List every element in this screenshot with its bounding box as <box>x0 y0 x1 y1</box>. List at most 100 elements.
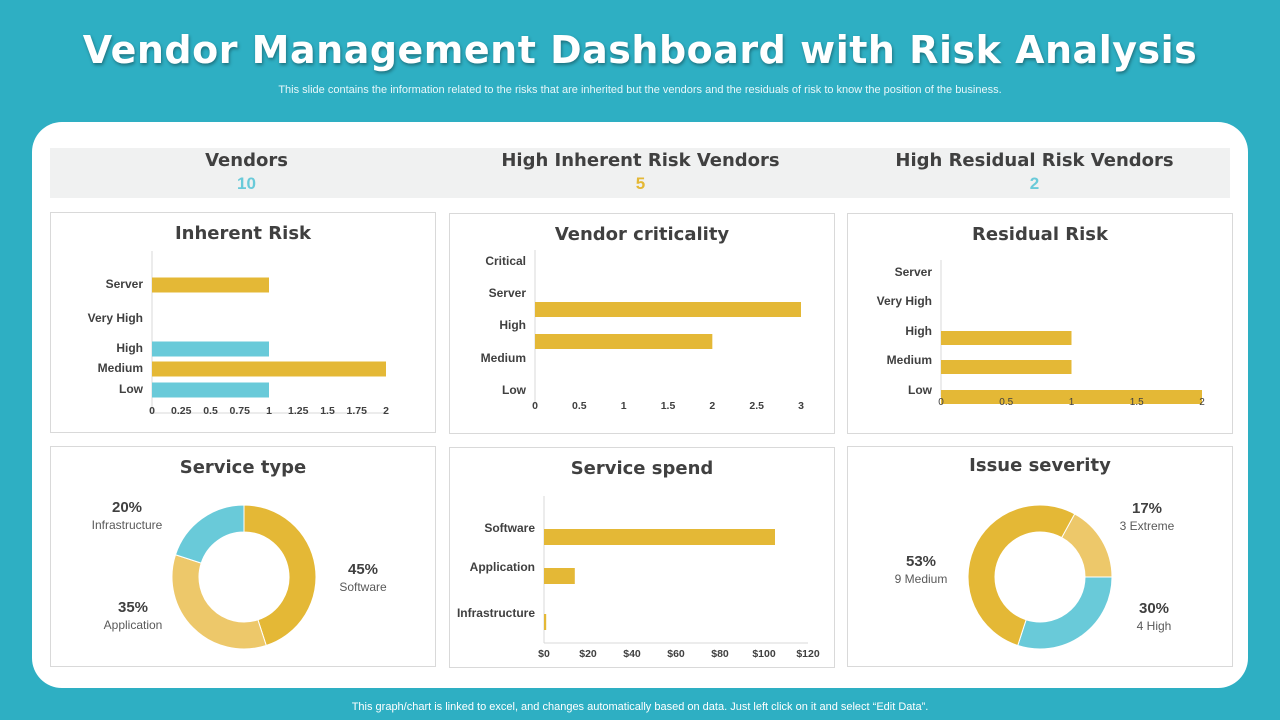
tick-label: 3 <box>798 400 804 412</box>
category-label: Medium <box>98 361 143 375</box>
slice-label: 9 Medium <box>895 572 948 586</box>
category-label: Medium <box>887 353 932 367</box>
kpi-high-inherent: High Inherent Risk Vendors 5 <box>444 150 837 194</box>
tick-label: 1.5 <box>320 405 335 417</box>
kpi-label: Vendors <box>205 150 288 171</box>
tick-label: 0.75 <box>230 405 251 417</box>
slice-percent: 35% <box>118 599 148 616</box>
donut-slice <box>171 554 267 650</box>
slice-label: Infrastructure <box>92 518 163 532</box>
slice-label: Software <box>339 580 387 594</box>
kpi-value: 5 <box>635 174 646 193</box>
tick-label: 0.5 <box>572 400 587 412</box>
tick-label: 0.5 <box>203 405 218 417</box>
category-label: Application <box>470 560 535 574</box>
category-label: Software <box>484 521 535 535</box>
category-label: Low <box>502 383 527 397</box>
bar <box>941 390 1202 404</box>
tick-label: 1 <box>621 400 627 412</box>
tick-label: 1 <box>1069 397 1075 408</box>
donut-slice <box>967 504 1076 647</box>
slice-percent: 20% <box>112 499 142 516</box>
service-spend-chart[interactable]: Service spend Software Application Infrastr… <box>449 447 835 668</box>
inherent-risk-chart[interactable]: Inherent Risk Server Very High High Medium Lo… <box>50 212 436 433</box>
chart-title: Vendor criticality <box>554 224 730 245</box>
kpi-strip <box>50 148 1230 198</box>
kpi-value: 2 <box>1029 174 1040 193</box>
tick-label: $60 <box>667 648 685 660</box>
service-type-chart[interactable]: Service type 45% Software 35% Application 20%… <box>50 446 436 667</box>
footer-note: This graph/chart is linked to excel, and… <box>351 701 929 713</box>
bar <box>535 334 713 349</box>
category-label: Low <box>119 382 144 396</box>
tick-label: 0 <box>938 397 944 408</box>
kpi-high-residual: High Residual Risk Vendors 2 <box>838 150 1231 194</box>
bar <box>152 382 269 398</box>
tick-label: 0.25 <box>171 405 192 417</box>
tick-label: 0.5 <box>999 397 1013 408</box>
tick-label: 2 <box>709 400 715 412</box>
bar <box>152 361 386 377</box>
tick-label: 1.5 <box>661 400 676 412</box>
slice-percent: 30% <box>1139 600 1169 617</box>
chart-title: Residual Risk <box>972 224 1108 245</box>
tick-label: $20 <box>579 648 597 660</box>
tick-label: 2.5 <box>749 400 764 412</box>
tick-label: $0 <box>538 648 550 660</box>
kpi-value: 10 <box>237 174 256 193</box>
kpi-vendors: Vendors 10 <box>50 150 443 194</box>
page-subtitle: This slide contains the information rela… <box>278 84 1002 96</box>
bar <box>152 341 269 357</box>
category-label: High <box>499 318 526 332</box>
category-label: High <box>905 324 932 338</box>
bar <box>941 360 1072 374</box>
kpi-label: High Residual Risk Vendors <box>895 150 1174 171</box>
slice-label: Application <box>104 618 163 632</box>
tick-label: $80 <box>711 648 729 660</box>
tick-label: 1 <box>266 405 272 417</box>
category-label: Low <box>908 383 933 397</box>
tick-label: 2 <box>383 405 389 417</box>
chart-title: Inherent Risk <box>174 223 312 244</box>
bar <box>152 277 269 293</box>
tick-label: 1.25 <box>288 405 309 417</box>
bar <box>544 529 775 545</box>
donut-slice <box>243 504 317 647</box>
category-label: Very High <box>88 311 143 325</box>
chart-title: Service spend <box>570 458 714 479</box>
category-label: Very High <box>877 294 932 308</box>
category-label: Server <box>895 265 933 279</box>
tick-label: 1.75 <box>347 405 368 417</box>
tick-label: $120 <box>796 648 820 660</box>
tick-label: $40 <box>623 648 641 660</box>
category-label: Server <box>489 286 527 300</box>
slice-percent: 53% <box>906 553 936 570</box>
bar <box>535 302 801 317</box>
category-label: High <box>116 341 143 355</box>
vendor-criticality-chart[interactable]: Vendor criticality Critical Server High Medi… <box>449 213 835 434</box>
slice-label: 4 High <box>1137 619 1172 633</box>
tick-label: 0 <box>149 405 155 417</box>
donut-slice <box>1017 576 1113 650</box>
residual-risk-chart[interactable]: Residual Risk Server Very High High Medium Lo… <box>847 213 1233 434</box>
bar <box>941 331 1072 345</box>
category-label: Server <box>106 277 144 291</box>
chart-title: Issue severity <box>969 455 1111 476</box>
chart-title: Service type <box>179 457 307 478</box>
tick-label: 1.5 <box>1130 397 1144 408</box>
bar <box>544 614 547 630</box>
tick-label: 2 <box>1199 397 1205 408</box>
slice-percent: 17% <box>1132 500 1162 517</box>
issue-severity-chart[interactable]: Issue severity 17% 3 Extreme 30% 4 High 53% 9 … <box>847 446 1233 667</box>
tick-label: 0 <box>532 400 538 412</box>
tick-label: $100 <box>752 648 776 660</box>
category-label: Infrastructure <box>457 606 535 620</box>
kpi-label: High Inherent Risk Vendors <box>501 150 780 171</box>
bar <box>544 568 575 584</box>
page-title: Vendor Management Dashboard with Risk An… <box>82 28 1198 72</box>
category-label: Critical <box>485 254 526 268</box>
slice-percent: 45% <box>348 561 378 578</box>
donut-slice <box>174 504 245 564</box>
category-label: Medium <box>481 351 526 365</box>
slice-label: 3 Extreme <box>1120 519 1175 533</box>
